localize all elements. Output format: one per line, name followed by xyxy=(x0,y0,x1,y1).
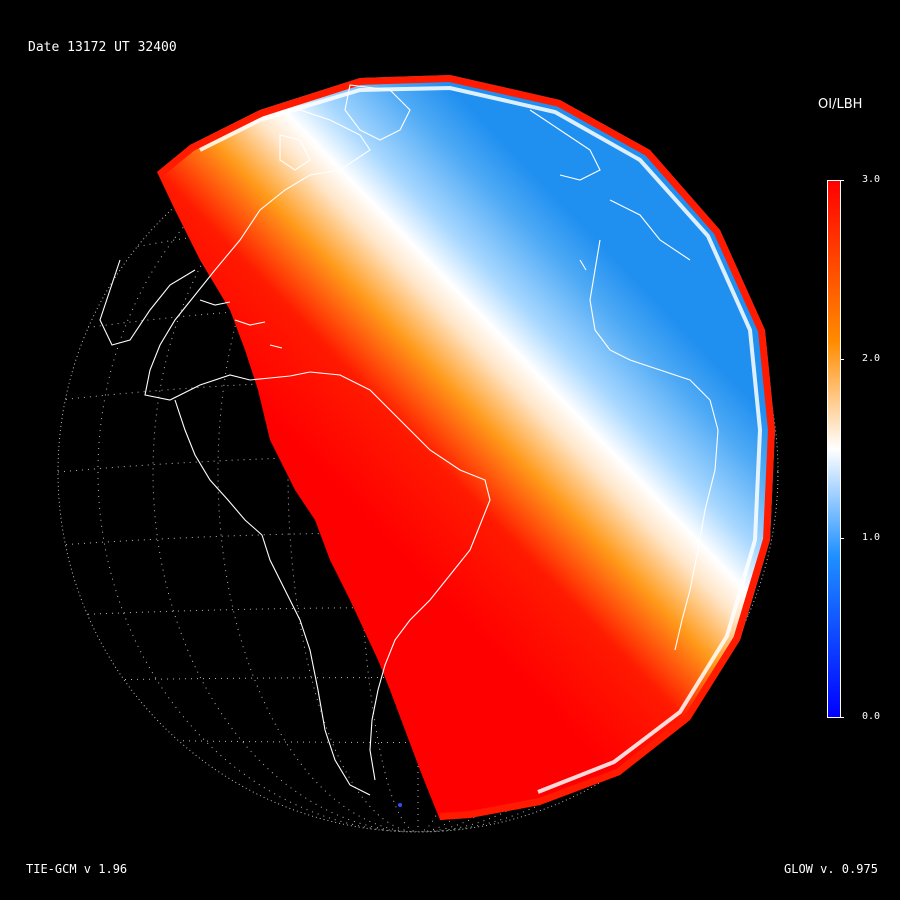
colorbar-tick-mark xyxy=(840,538,844,539)
model-version-label: TIE-GCM v 1.96 xyxy=(26,862,128,876)
south-marker xyxy=(398,803,402,807)
colorbar-tick-label: 0.0 xyxy=(862,711,881,722)
colorbar-title: OI/LBH xyxy=(818,97,863,112)
coastlines xyxy=(99,84,719,796)
date-time-label: Date 13172 UT 32400 xyxy=(28,40,177,55)
colorbar xyxy=(827,180,841,718)
glow-version-label: GLOW v. 0.975 xyxy=(784,862,878,876)
colorbar-tick-label: 3.0 xyxy=(862,174,881,185)
colorbar-tick-label: 1.0 xyxy=(862,532,881,543)
globe-outline xyxy=(57,111,779,833)
colorbar-tick-mark xyxy=(840,717,844,718)
oi-lbh-field xyxy=(157,75,775,820)
colorbar-tick-mark xyxy=(840,359,844,360)
colorbar-tick-mark xyxy=(840,180,844,181)
colorbar-tick-label: 2.0 xyxy=(862,353,881,364)
